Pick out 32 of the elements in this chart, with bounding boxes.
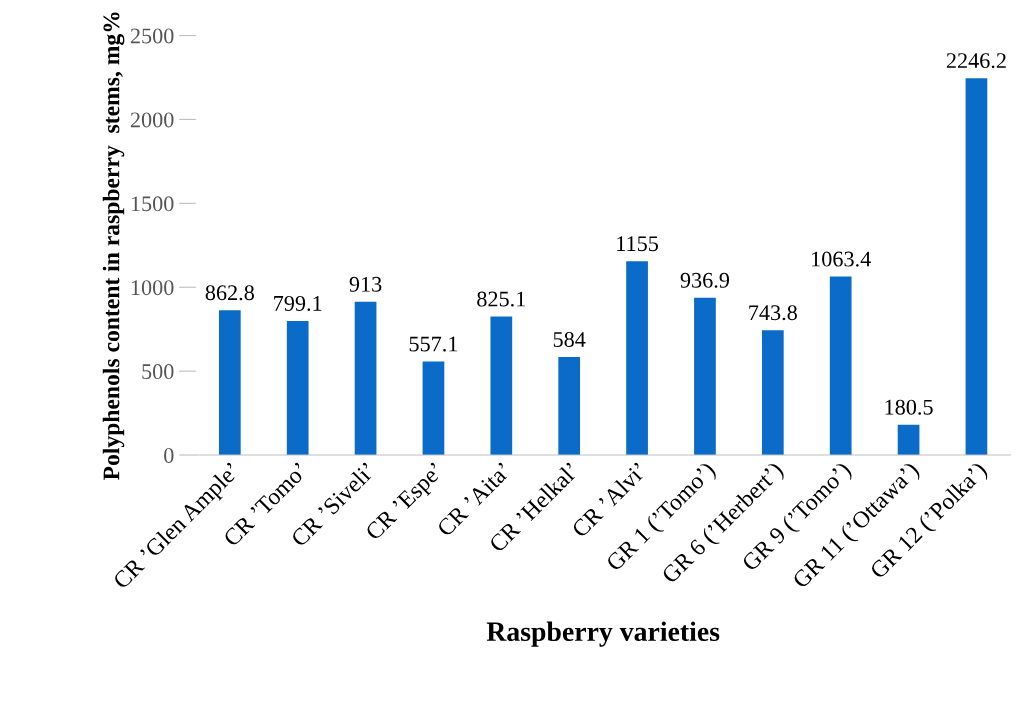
data-label: 799.1 (274, 295, 322, 311)
y-tick-label: 500 (142, 364, 174, 380)
data-label: 936.9 (680, 272, 730, 288)
bar (286, 320, 309, 456)
data-label: 1155 (617, 236, 659, 252)
y-tick-label: 0 (164, 447, 174, 463)
data-label: 913 (349, 276, 382, 292)
bar (354, 301, 377, 456)
y-tick-label: 1000 (131, 280, 174, 296)
bar (626, 261, 648, 456)
x-axis-title: Raspberry varieties (486, 621, 720, 647)
bar (490, 316, 513, 456)
bar (965, 78, 988, 456)
data-label: 825.1 (477, 291, 525, 307)
bar (558, 357, 581, 456)
y-axis-title: Polyphenols content in raspberry stems, mg% (102, 12, 125, 481)
bar (218, 310, 241, 456)
bar (694, 297, 716, 456)
data-label: 1063.4 (812, 251, 871, 267)
bar (422, 361, 445, 456)
data-label: 743.8 (749, 305, 797, 321)
y-tick-label: 1500 (131, 196, 174, 212)
bar (829, 276, 852, 456)
data-label: 584 (553, 331, 586, 347)
y-tick-label: 2000 (130, 112, 174, 128)
bar (897, 424, 920, 456)
y-tick-label: 2500 (130, 28, 174, 44)
data-label: 862.8 (205, 285, 254, 301)
data-label: 557.1 (409, 336, 458, 352)
data-label: 180.5 (885, 399, 933, 415)
bar (761, 330, 784, 456)
data-label: 2246.2 (946, 53, 1006, 69)
